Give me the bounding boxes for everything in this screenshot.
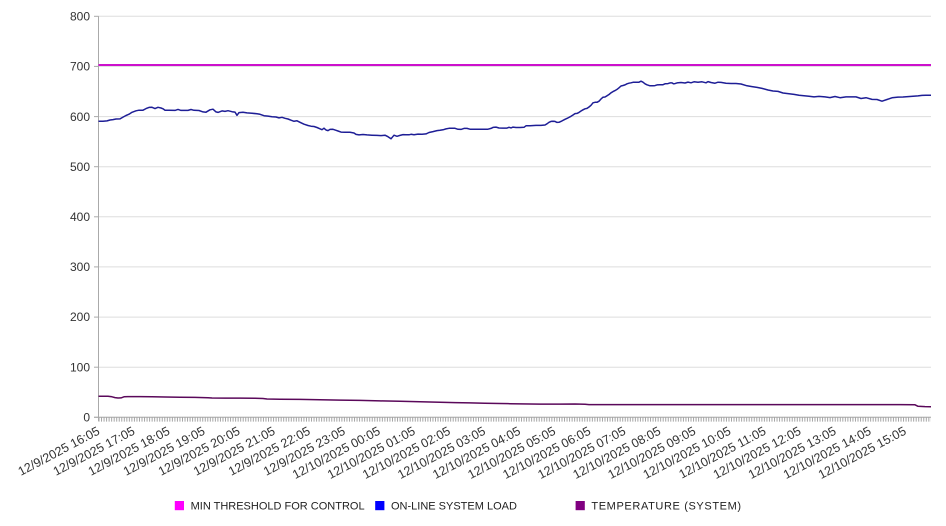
svg-text:0: 0 bbox=[83, 411, 90, 425]
svg-text:MIN THRESHOLD FOR CONTROL: MIN THRESHOLD FOR CONTROL bbox=[191, 501, 365, 513]
svg-text:600: 600 bbox=[70, 110, 90, 124]
svg-text:400: 400 bbox=[70, 210, 90, 224]
svg-text:800: 800 bbox=[70, 10, 90, 24]
svg-text:TEMPERATURE (SYSTEM): TEMPERATURE (SYSTEM) bbox=[591, 501, 741, 513]
svg-text:500: 500 bbox=[70, 160, 90, 174]
svg-text:300: 300 bbox=[70, 260, 90, 274]
svg-text:100: 100 bbox=[70, 360, 90, 374]
svg-text:700: 700 bbox=[70, 60, 90, 74]
svg-text:200: 200 bbox=[70, 310, 90, 324]
svg-text:ON-LINE SYSTEM LOAD: ON-LINE SYSTEM LOAD bbox=[391, 501, 517, 513]
